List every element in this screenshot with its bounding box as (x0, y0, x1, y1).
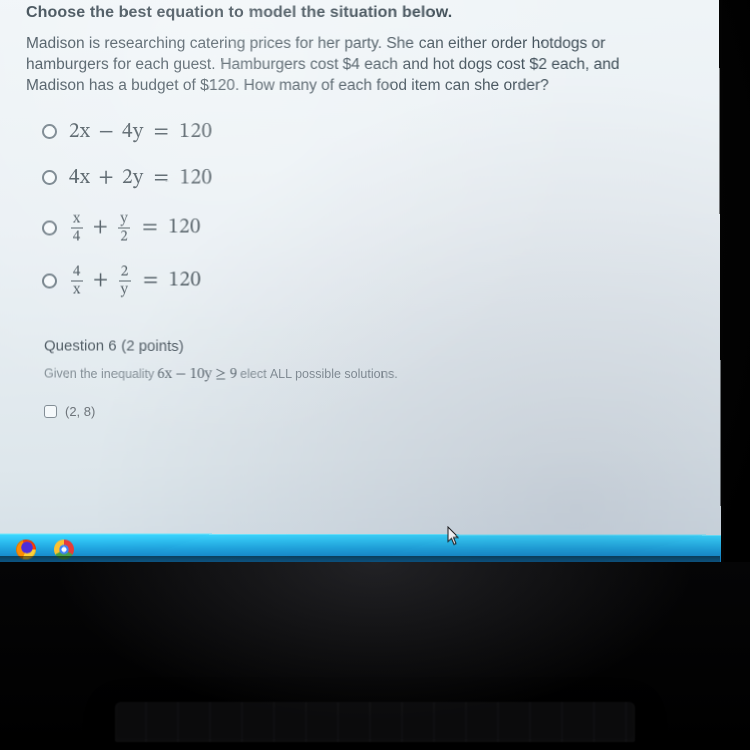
plus-icon: + (85, 268, 117, 294)
plus-icon: + (85, 215, 117, 241)
choice-a-term1: 2x (69, 119, 91, 145)
frac-num: y (118, 211, 130, 228)
frac-den: 2 (120, 228, 128, 244)
choice-b-term2: 2y (122, 165, 144, 191)
q6-option-1[interactable]: (2, 8) (44, 404, 700, 420)
choice-b[interactable]: 4x + 2y = 120 (42, 165, 700, 191)
equals-icon: = (133, 268, 169, 294)
frac-den: y (121, 281, 129, 297)
equals-icon: = (144, 119, 180, 145)
frac-num: x (71, 211, 83, 228)
radio-icon[interactable] (42, 124, 57, 139)
choice-d[interactable]: 4 x + 2 y = 120 (42, 264, 700, 298)
fraction-icon: 2 y (119, 264, 131, 297)
choice-a-rhs: 120 (179, 119, 212, 145)
plus-icon: + (91, 165, 123, 191)
choice-b-term1: 4x (69, 165, 91, 191)
radio-icon[interactable] (42, 170, 57, 185)
answer-choices: 2x − 4y = 120 4x + 2y = 120 (42, 119, 700, 298)
frac-den: x (73, 281, 81, 297)
choice-b-rhs: 120 (180, 165, 213, 191)
desk-area (0, 562, 750, 750)
question-story: Madison is researching catering prices f… (26, 34, 668, 97)
frac-num: 2 (119, 264, 131, 281)
q6-post: elect ALL possible solutions. (240, 367, 397, 381)
screen-area: Choose the best equation to model the si… (0, 0, 724, 565)
choice-a-term2: 4y (122, 119, 144, 145)
equals-icon: = (132, 215, 168, 241)
choice-c[interactable]: x 4 + y 2 = 120 (42, 211, 700, 245)
choice-c-rhs: 120 (168, 215, 201, 241)
question-prompt: Choose the best equation to model the si… (26, 4, 699, 22)
photo-frame: Choose the best equation to model the si… (0, 0, 750, 750)
radio-icon[interactable] (42, 220, 57, 235)
frac-num: 4 (71, 264, 83, 281)
question-6: Question 6 (2 points) Given the inequali… (44, 337, 700, 419)
question-content: Choose the best equation to model the si… (26, 4, 700, 420)
question-6-title: Question 6 (2 points) (44, 337, 700, 355)
minus-icon: − (91, 119, 123, 145)
q6-inequality: 6x − 10y ≥ 9 (156, 365, 238, 384)
fraction-icon: y 2 (118, 211, 130, 244)
equals-icon: = (144, 165, 180, 191)
choice-d-rhs: 120 (168, 268, 201, 294)
question-6-text: Given the inequality 6x − 10y ≥ 9 elect … (44, 364, 700, 384)
radio-icon[interactable] (42, 273, 57, 288)
keyboard (115, 702, 635, 742)
choice-a[interactable]: 2x − 4y = 120 (42, 119, 699, 145)
frac-den: 4 (73, 228, 81, 244)
checkbox-icon[interactable] (44, 405, 57, 418)
fraction-icon: x 4 (71, 211, 83, 244)
q6-option-1-label: (2, 8) (65, 404, 95, 419)
fraction-icon: 4 x (71, 264, 83, 297)
q6-pre: Given the inequality (44, 366, 154, 380)
